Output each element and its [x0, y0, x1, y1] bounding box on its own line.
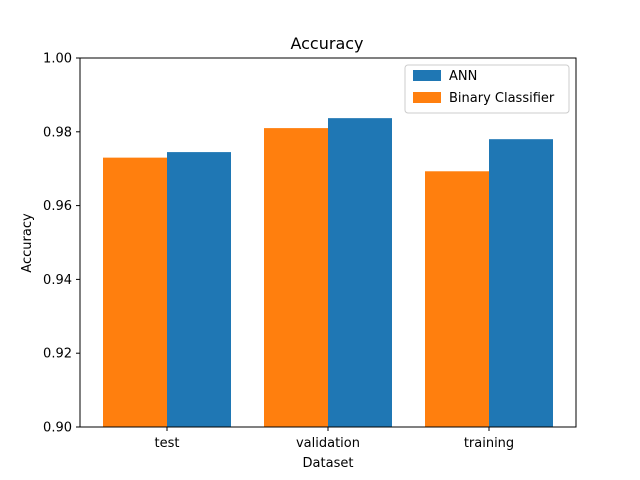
- x-tick-label: validation: [296, 436, 360, 451]
- y-tick-label: 0.94: [43, 273, 72, 288]
- bars-group: [103, 118, 553, 428]
- x-tick-label: test: [155, 436, 180, 451]
- y-axis-ticks: 0.90 0.92 0.94 0.96 0.98 1.00: [43, 52, 80, 436]
- bar-ann-validation: [328, 118, 392, 427]
- bar-binary-classifier-validation: [264, 128, 328, 428]
- y-tick-label: 0.92: [43, 347, 72, 362]
- legend-label-binary-classifier: Binary Classifier: [449, 91, 555, 106]
- bar-ann-training: [489, 139, 553, 427]
- bar-binary-classifier-test: [103, 157, 167, 427]
- legend-swatch-ann: [413, 70, 441, 81]
- legend-swatch-binary-classifier: [413, 92, 441, 103]
- x-tick-label: training: [464, 436, 514, 451]
- y-tick-label: 1.00: [43, 52, 72, 67]
- legend: ANN Binary Classifier: [404, 64, 570, 114]
- plot-frame: [79, 57, 577, 428]
- legend-label-ann: ANN: [449, 69, 477, 84]
- bar-ann-test: [167, 152, 231, 427]
- y-axis-label: Accuracy: [20, 213, 35, 273]
- y-tick-label: 0.90: [43, 421, 72, 436]
- y-tick-label: 0.98: [43, 125, 72, 140]
- bar-binary-classifier-training: [425, 171, 489, 427]
- x-axis-ticks: test validation training: [155, 427, 514, 451]
- chart-title: Accuracy: [290, 34, 363, 53]
- x-axis-label: Dataset: [303, 456, 354, 471]
- y-tick-label: 0.96: [43, 199, 72, 214]
- legend-box: [404, 64, 570, 114]
